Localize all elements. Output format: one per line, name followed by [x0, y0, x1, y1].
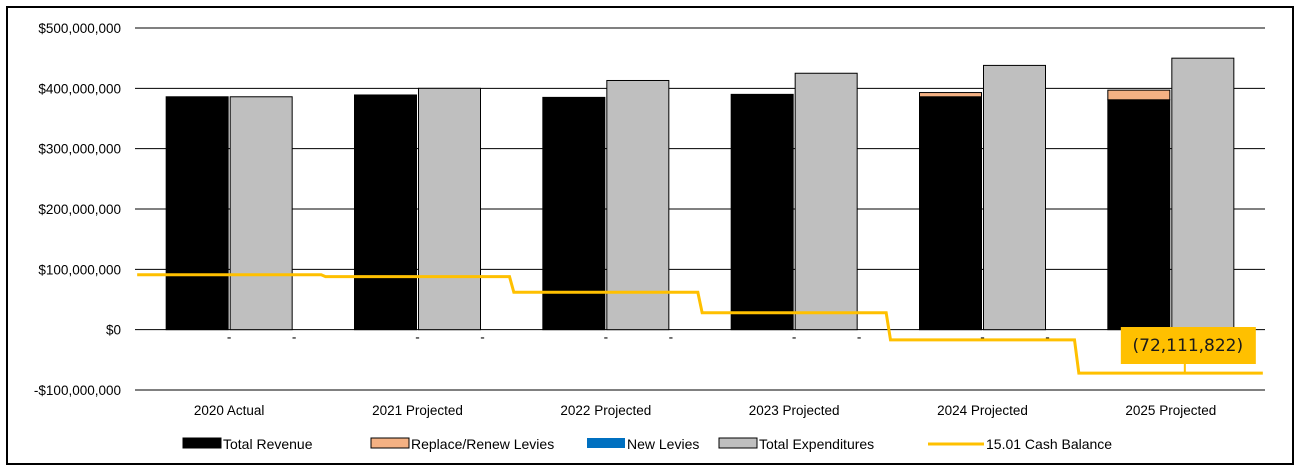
legend-label: Replace/Renew Levies	[411, 436, 554, 452]
y-tick-label: $100,000,000	[38, 262, 121, 277]
bar-total-revenue	[165, 96, 229, 331]
zero-marker: -	[669, 330, 674, 345]
bar-replace-renew-levies	[1107, 89, 1171, 101]
annotation-label: (72,111,822)	[1133, 336, 1244, 356]
bar-total-revenue	[730, 93, 794, 331]
zero-marker: -	[415, 330, 420, 345]
legend-label: Total Revenue	[223, 436, 313, 452]
bar-total-expenditures	[418, 87, 481, 331]
bar-total-revenue	[919, 96, 982, 331]
bar-total-expenditures	[606, 79, 670, 331]
legend-swatch	[182, 437, 222, 449]
y-tick-label: -$100,000,000	[34, 383, 121, 398]
x-tick-label: 2020 Actual	[194, 403, 265, 418]
y-tick-label: $500,000,000	[38, 21, 121, 36]
legend-label: 15.01 Cash Balance	[986, 436, 1112, 452]
y-tick-label: $300,000,000	[38, 142, 121, 157]
zero-marker: -	[857, 330, 862, 345]
y-tick-label: $200,000,000	[38, 202, 121, 217]
y-tick-label: $400,000,000	[38, 81, 121, 96]
legend-swatch	[718, 437, 758, 449]
bar-replace-renew-levies	[919, 92, 982, 98]
x-tick-label: 2024 Projected	[937, 403, 1028, 418]
zero-marker: -	[1045, 330, 1050, 345]
bar-total-expenditures	[1171, 57, 1235, 331]
bar-total-revenue	[354, 94, 417, 331]
bar-total-expenditures	[983, 64, 1046, 331]
legend-label: New Levies	[627, 436, 699, 452]
zero-marker: -	[480, 330, 485, 345]
x-tick-label: 2022 Projected	[560, 403, 651, 418]
legend-swatch	[370, 437, 410, 449]
zero-marker: -	[792, 330, 797, 345]
zero-marker: -	[604, 330, 609, 345]
zero-marker: -	[227, 330, 232, 345]
bar-total-expenditures	[229, 96, 293, 331]
bar-total-expenditures	[794, 72, 858, 331]
x-tick-label: 2025 Projected	[1125, 403, 1216, 418]
bar-total-revenue	[1107, 99, 1171, 331]
zero-marker: -	[292, 330, 297, 345]
legend-swatch	[587, 438, 625, 448]
legend-label: Total Expenditures	[759, 436, 874, 452]
line-cash-balance	[137, 273, 1263, 375]
zero-marker: -	[980, 330, 985, 345]
y-tick-label: $0	[106, 323, 121, 338]
x-tick-label: 2021 Projected	[372, 403, 463, 418]
bar-total-revenue	[542, 96, 606, 331]
x-tick-label: 2023 Projected	[749, 403, 840, 418]
annotation-box	[1120, 327, 1256, 364]
